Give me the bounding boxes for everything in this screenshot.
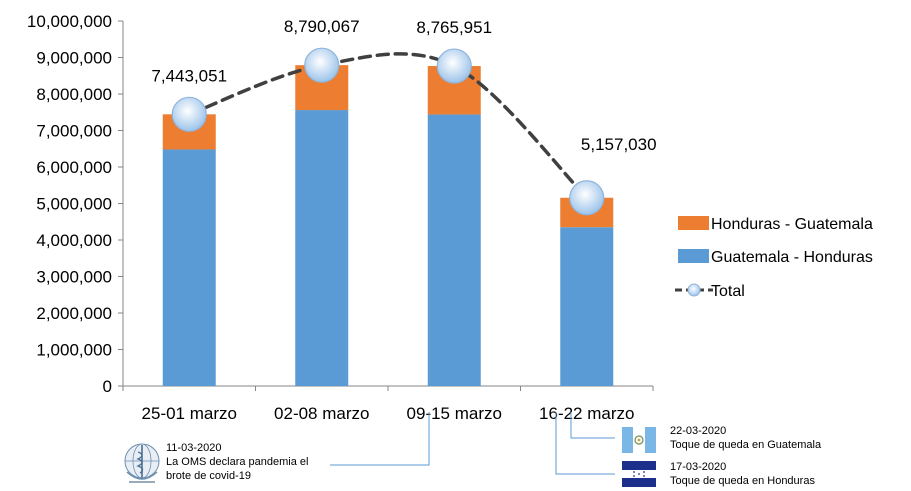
- y-tick-label: 7,000,000: [36, 122, 112, 141]
- x-tick-label: 02-08 marzo: [274, 404, 369, 423]
- x-tick-label: 16-22 marzo: [539, 404, 634, 423]
- total-marker: [436, 48, 472, 84]
- who-annotation-text: 11-03-2020 La OMS declara pandemia el br…: [166, 441, 308, 483]
- guatemala-text: Toque de queda en Guatemala: [670, 439, 822, 451]
- data-label: 5,157,030: [581, 135, 657, 154]
- who-leader-line: [330, 412, 430, 466]
- total-line: [187, 52, 589, 200]
- y-tick-label: 9,000,000: [36, 49, 112, 68]
- legend-swatch-marker: [687, 283, 701, 297]
- bar-guatemala-honduras: [427, 114, 481, 386]
- who-line2: brote de covid-19: [166, 470, 251, 482]
- bar-guatemala-honduras: [295, 110, 349, 386]
- honduras-leader-line: [555, 412, 615, 475]
- bar-guatemala-honduras: [560, 227, 614, 386]
- bar-guatemala-honduras: [162, 149, 216, 386]
- y-tick-label: 8,000,000: [36, 85, 112, 104]
- data-label: 8,790,067: [284, 17, 360, 36]
- honduras-date: 17-03-2020: [670, 461, 727, 473]
- y-tick-label: 4,000,000: [36, 231, 112, 250]
- data-label: 7,443,051: [151, 66, 227, 85]
- legend-label: Total: [711, 283, 745, 300]
- who-date: 11-03-2020: [166, 442, 222, 454]
- x-tick-label: 09-15 marzo: [407, 404, 502, 423]
- guatemala-date: 22-03-2020: [670, 425, 727, 437]
- y-tick-label: 5,000,000: [36, 195, 112, 214]
- total-marker: [171, 96, 207, 132]
- data-label: 8,765,951: [416, 18, 492, 37]
- legend-swatch: [678, 249, 709, 263]
- legend-label: Honduras - Guatemala: [711, 216, 873, 233]
- honduras-annotation-text: 17-03-2020 Toque de queda en Honduras: [670, 460, 815, 488]
- honduras-text: Toque de queda en Honduras: [670, 475, 815, 487]
- who-line1: La OMS declara pandemia el: [166, 456, 309, 468]
- y-tick-label: 6,000,000: [36, 158, 112, 177]
- total-marker: [304, 47, 340, 83]
- guatemala-annotation-text: 22-03-2020 Toque de queda en Guatemala: [670, 424, 821, 452]
- who-logo-icon: [121, 442, 163, 486]
- guatemala-leader-line: [570, 412, 615, 439]
- total-marker: [569, 180, 605, 216]
- y-tick-label: 2,000,000: [36, 304, 112, 323]
- y-tick-label: 1,000,000: [36, 341, 112, 360]
- x-tick-label: 25-01 marzo: [142, 404, 237, 423]
- honduras-flag-icon: [622, 461, 656, 487]
- guatemala-flag-icon: [622, 427, 656, 453]
- legend-swatch: [678, 216, 709, 230]
- legend-label: Guatemala - Honduras: [711, 249, 873, 266]
- y-tick-label: 3,000,000: [36, 268, 112, 287]
- y-tick-label: 10,000,000: [27, 12, 112, 31]
- y-tick-label: 0: [103, 377, 112, 396]
